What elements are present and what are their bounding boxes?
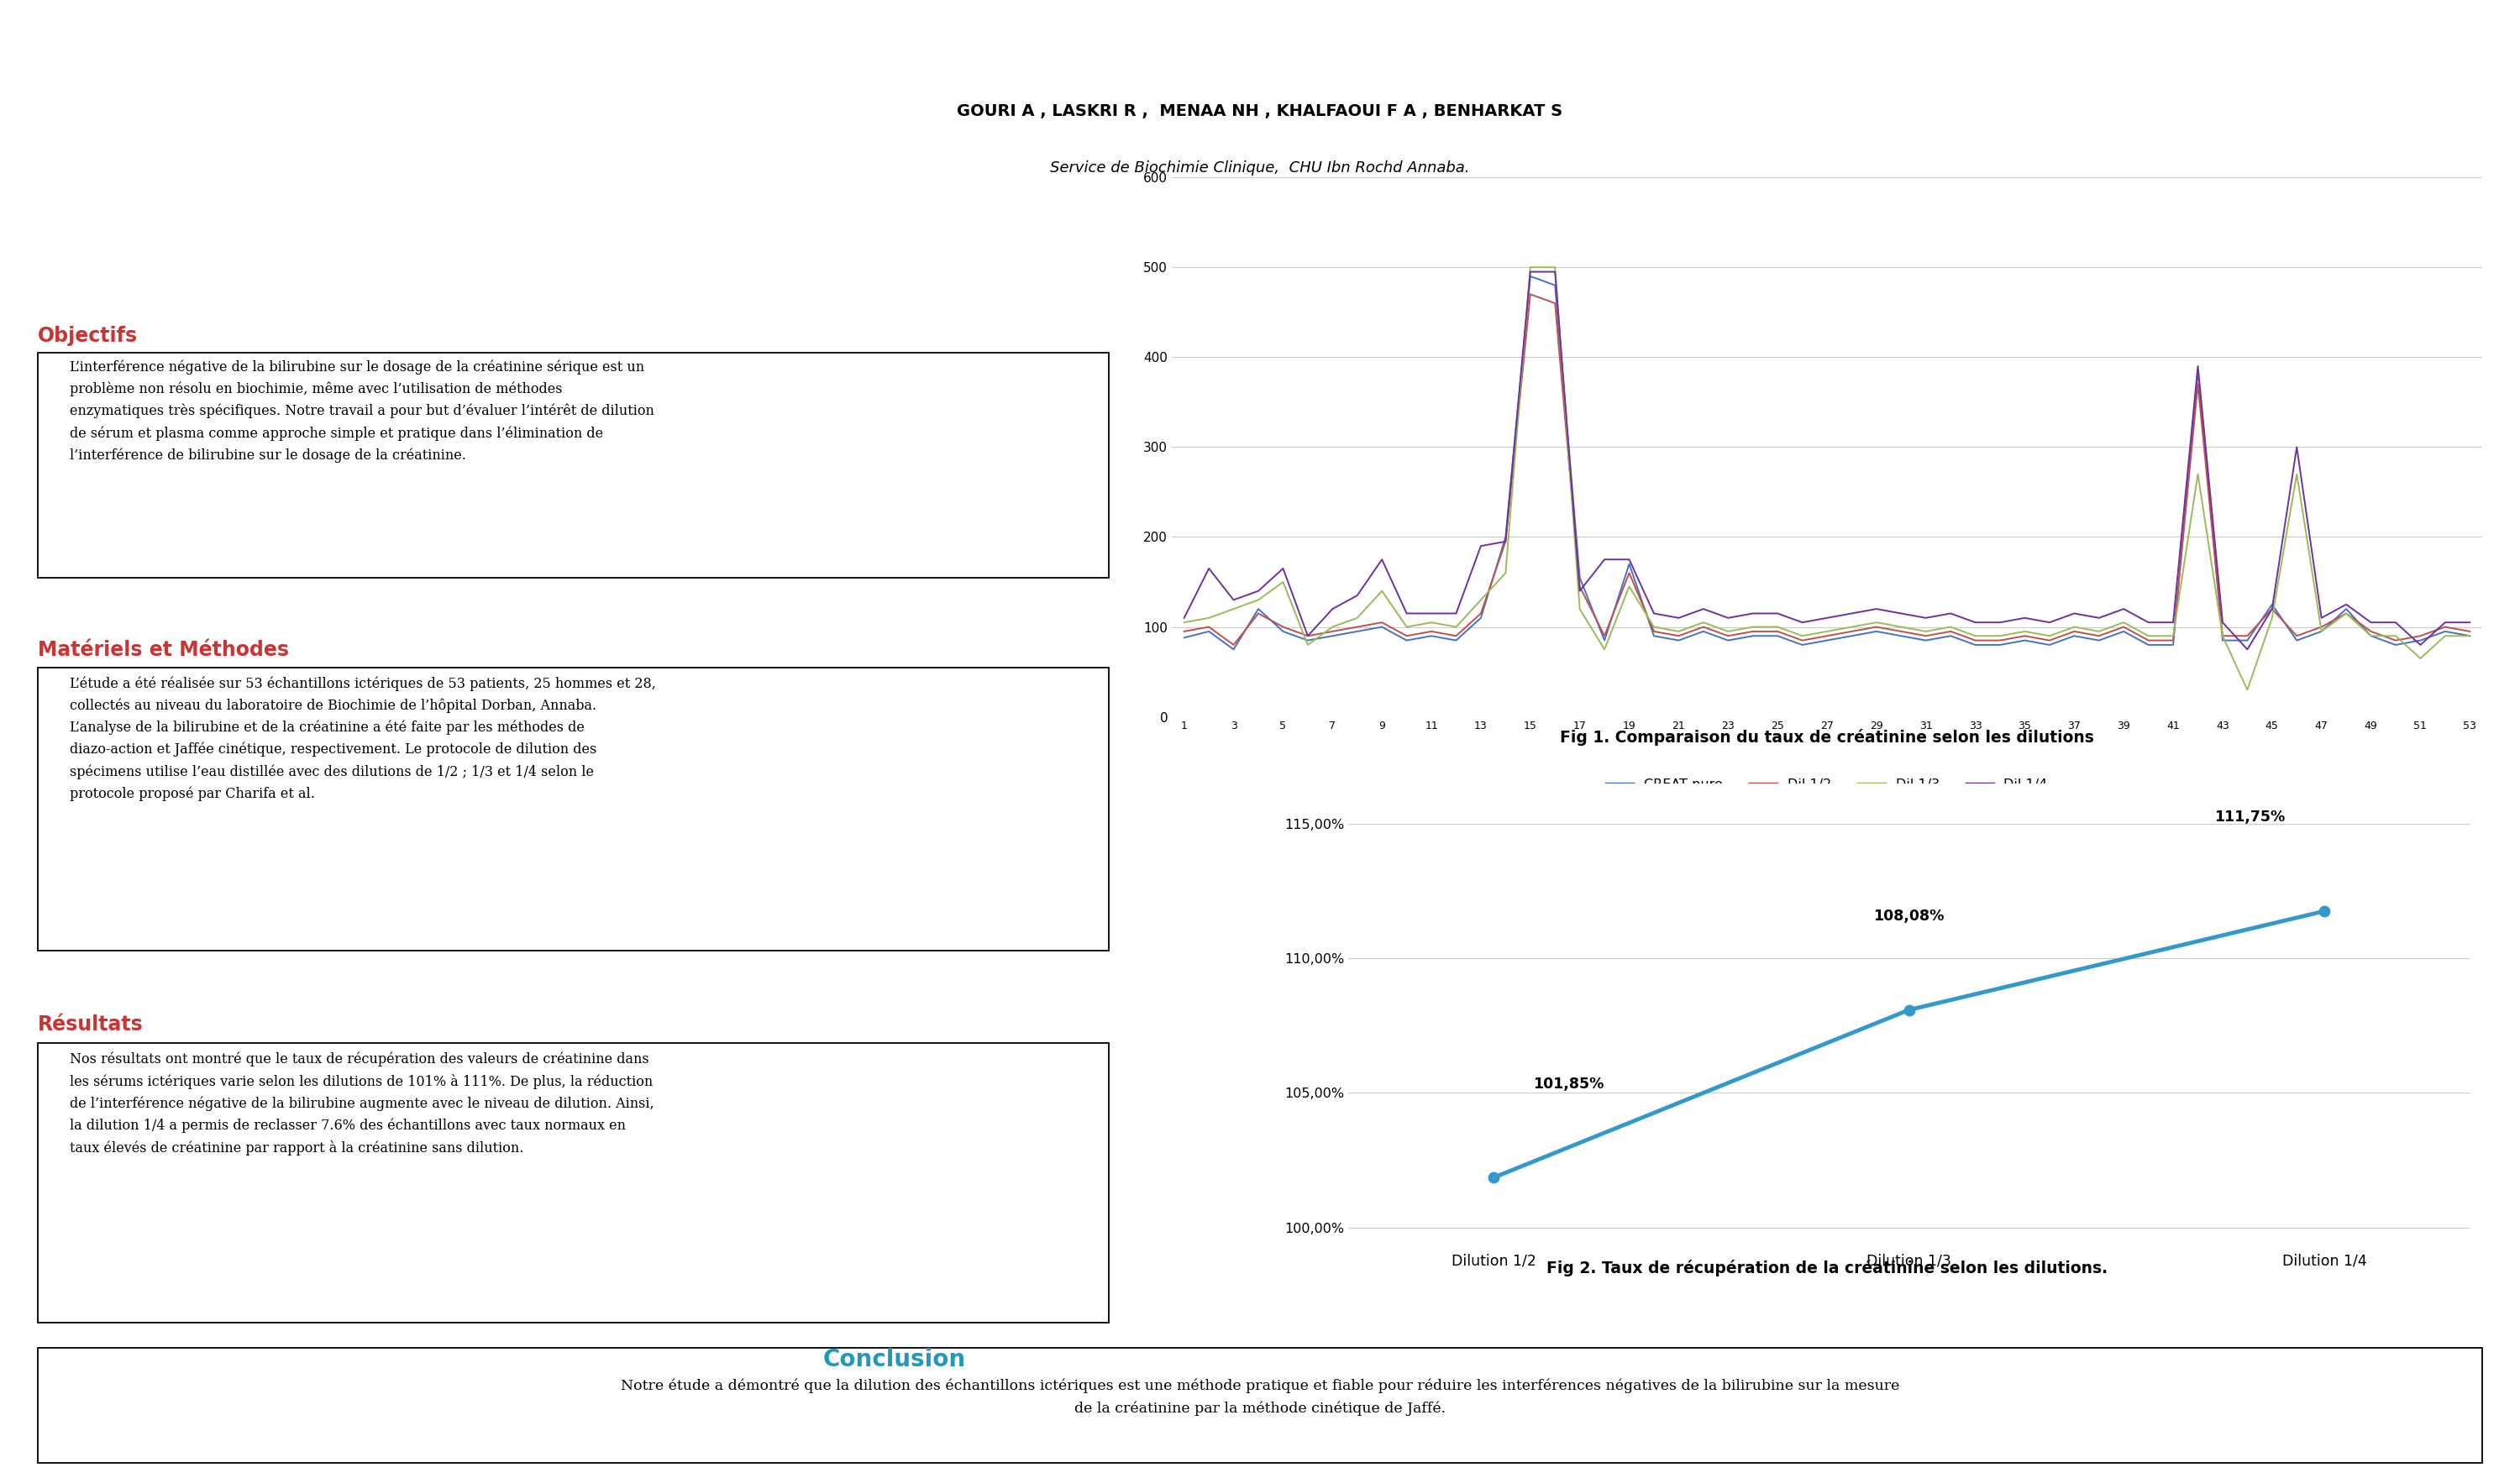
Text: Conclusion: Conclusion: [824, 1348, 965, 1372]
Text: 108,08%: 108,08%: [1872, 909, 1945, 924]
FancyBboxPatch shape: [38, 1348, 2482, 1463]
Text: APPROCHE PRATIQUE DANS L’ÉLIMINATION DE L’INTERFÉRENCE DE LA BILIRUBINE DANS LE : APPROCHE PRATIQUE DANS L’ÉLIMINATION DE …: [446, 33, 2074, 59]
Text: Service de Biochimie Clinique,  CHU Ibn Rochd Annaba.: Service de Biochimie Clinique, CHU Ibn R…: [1051, 161, 1469, 176]
FancyBboxPatch shape: [38, 353, 1109, 578]
Text: Notre étude a démontré que la dilution des échantillons ictériques est une métho: Notre étude a démontré que la dilution d…: [620, 1379, 1900, 1416]
Text: Fig 2. Taux de récupération de la créatinine selon les dilutions.: Fig 2. Taux de récupération de la créati…: [1547, 1259, 2107, 1276]
Text: Fig 1. Comparaison du taux de créatinine selon les dilutions: Fig 1. Comparaison du taux de créatinine…: [1560, 729, 2094, 745]
Text: GOURI A , LASKRI R ,  MENAA NH , KHALFAOUI F A , BENHARKAT S: GOURI A , LASKRI R , MENAA NH , KHALFAOU…: [958, 103, 1562, 120]
FancyBboxPatch shape: [38, 668, 1109, 950]
Text: 111,75%: 111,75%: [2215, 810, 2286, 825]
FancyBboxPatch shape: [38, 1043, 1109, 1323]
Text: Nos résultats ont montré que le taux de récupération des valeurs de créatinine d: Nos résultats ont montré que le taux de …: [71, 1051, 655, 1156]
Text: Résultats: Résultats: [38, 1014, 144, 1035]
Text: L’interférence négative de la bilirubine sur le dosage de la créatinine sérique : L’interférence négative de la bilirubine…: [71, 359, 655, 463]
Text: Matériels et Méthodes: Matériels et Méthodes: [38, 640, 290, 661]
Text: L’étude a été réalisée sur 53 échantillons ictériques de 53 patients, 25 hommes : L’étude a été réalisée sur 53 échantillo…: [71, 675, 655, 801]
Text: 101,85%: 101,85%: [1532, 1076, 1603, 1091]
Legend: CREAT pure, Dil 1/2, Dil 1/3, Dil 1/4: CREAT pure, Dil 1/2, Dil 1/3, Dil 1/4: [1600, 773, 2054, 797]
Text: Objectifs: Objectifs: [38, 327, 139, 346]
